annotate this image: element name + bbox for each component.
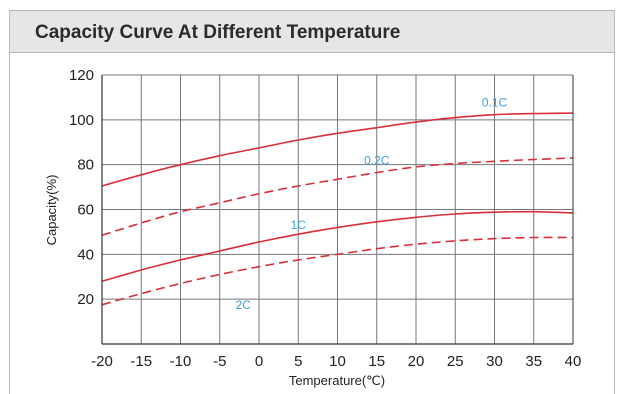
series-line-1C bbox=[101, 210, 574, 282]
chart-card: Capacity Curve At Different Temperature bbox=[9, 10, 615, 394]
card-title: Capacity Curve At Different Temperature bbox=[35, 22, 401, 43]
y-tick-label: 80 bbox=[77, 157, 94, 174]
series-line-0_2C bbox=[101, 157, 574, 237]
x-tick-label: 5 bbox=[294, 353, 302, 370]
x-tick-label: -5 bbox=[213, 353, 226, 370]
series-line-0_1C bbox=[101, 112, 574, 187]
y-tick-label: 60 bbox=[77, 202, 94, 219]
series-line-2C bbox=[101, 236, 574, 306]
series-label-0_1C: 0.1C bbox=[482, 96, 508, 110]
x-tick-label: 0 bbox=[255, 353, 263, 370]
x-tick-label: -20 bbox=[91, 353, 113, 370]
y-tick-label: 20 bbox=[77, 291, 94, 308]
x-axis-title: Temperature(℃) bbox=[289, 373, 385, 388]
y-tick-label: 120 bbox=[69, 67, 94, 84]
y-axis-title: Capacity(%) bbox=[44, 175, 59, 246]
data-series bbox=[101, 112, 574, 306]
x-tick-label: 10 bbox=[329, 353, 346, 370]
card-header: Capacity Curve At Different Temperature bbox=[10, 11, 614, 53]
y-tick-label: 100 bbox=[69, 112, 94, 129]
series-label-2C: 2C bbox=[236, 298, 252, 312]
x-tick-label: 20 bbox=[408, 353, 425, 370]
x-tick-label: 15 bbox=[368, 353, 385, 370]
series-label-1C: 1C bbox=[291, 218, 307, 232]
x-tick-label: -10 bbox=[170, 353, 192, 370]
x-tick-label: 30 bbox=[486, 353, 503, 370]
x-tick-label: 40 bbox=[565, 353, 582, 370]
grid-lines bbox=[101, 74, 574, 344]
x-tick-label: 25 bbox=[447, 353, 464, 370]
labels: -20 -15 -10 -5 0 5 10 15 20 25 30 35 40 20 40 60 80 100 12… bbox=[44, 67, 581, 388]
x-tick-label: -15 bbox=[130, 353, 152, 370]
axes bbox=[101, 75, 574, 345]
x-tick-label: 35 bbox=[525, 353, 542, 370]
y-tick-label: 40 bbox=[77, 246, 94, 263]
series-label-0_2C: 0.2C bbox=[364, 154, 390, 168]
